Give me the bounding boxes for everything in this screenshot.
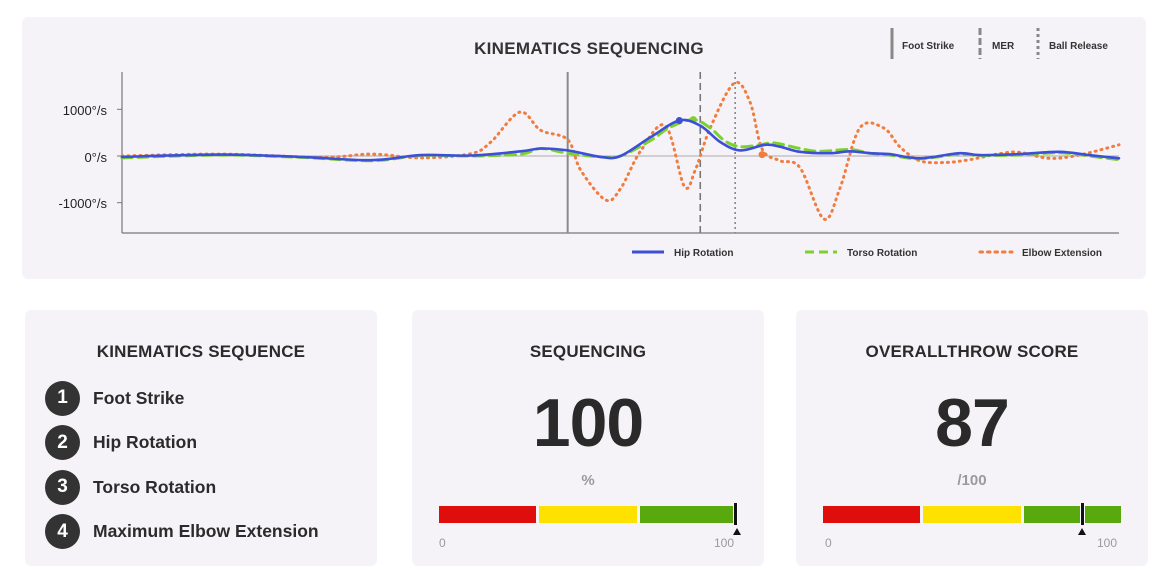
step-label: Hip Rotation <box>93 432 198 453</box>
sequence-item-elbow-extension: 4 Maximum Elbow Extension <box>45 510 319 555</box>
overall-throw-score-card: OVERALLTHROW SCORE 87 /100 0 100 <box>796 310 1148 566</box>
y-tick-label-0: 0°/s <box>84 150 107 165</box>
gauge-needle <box>1080 503 1086 525</box>
elbow-extension-legend-label: Elbow Extension <box>1022 248 1102 259</box>
kinematics-sequence-card: KINEMATICS SEQUENCE 1 Foot Strike 2 Hip … <box>25 310 377 566</box>
score-gauge <box>823 503 1121 535</box>
kinematics-chart-panel: KINEMATICS SEQUENCING Foot Strike MER Ba… <box>22 17 1146 279</box>
chart-title: KINEMATICS SEQUENCING <box>474 39 704 58</box>
mer-legend-label: MER <box>992 41 1015 52</box>
step-label: Foot Strike <box>93 387 185 408</box>
kinematics-chart: KINEMATICS SEQUENCING Foot Strike MER Ba… <box>58 28 1121 259</box>
gauge-max-label: 100 <box>714 536 735 550</box>
hip-rotation-series-line <box>120 118 1121 162</box>
gauge-min-label: 0 <box>439 536 446 550</box>
step-number-badge: 3 <box>45 469 80 505</box>
series-legend: Hip Rotation Torso Rotation Elbow Extens… <box>632 248 1102 259</box>
gauge-pointer-icon <box>733 528 741 535</box>
elbow-extension-marker-point <box>758 151 766 159</box>
sequencing-value: 100 <box>532 385 644 461</box>
ball-release-legend-label: Ball Release <box>1049 41 1108 52</box>
score-value: 87 <box>935 385 1010 461</box>
gauge-pointer-icon <box>1078 528 1087 535</box>
gauge-segment-red <box>823 506 921 523</box>
plot-area <box>117 72 1121 234</box>
gauge-segment-yellow <box>923 506 1021 523</box>
step-label: Maximum Elbow Extension <box>93 521 319 542</box>
sequence-item-hip-rotation: 2 Hip Rotation <box>45 421 319 466</box>
event-legend: Foot Strike MER Ball Release <box>890 28 1108 59</box>
foot-strike-legend-label: Foot Strike <box>902 41 955 52</box>
gauge-max-label: 100 <box>1097 536 1118 550</box>
sequence-list: 1 Foot Strike 2 Hip Rotation 3 Torso Rot… <box>45 376 319 554</box>
gauge-segment-green <box>1023 506 1121 523</box>
sequence-item-foot-strike: 1 Foot Strike <box>45 376 319 421</box>
gauge-segment-red <box>439 506 537 523</box>
y-tick-label-1000: 1000°/s <box>63 103 108 118</box>
gauge-segment-yellow <box>539 506 637 523</box>
gauge-min-label: 0 <box>825 536 832 550</box>
score-unit: /100 <box>957 472 987 489</box>
step-number-badge: 4 <box>45 514 80 550</box>
sequencing-card: SEQUENCING 100 % 0 100 <box>412 310 764 566</box>
score-card-title: OVERALLTHROW SCORE <box>865 342 1079 361</box>
y-tick-label-neg1000: -1000°/s <box>58 196 107 211</box>
hip-rotation-legend-label: Hip Rotation <box>674 248 733 259</box>
elbow-extension-series-line <box>120 80 1121 221</box>
gauge-segment-green <box>639 506 737 523</box>
sequencing-gauge <box>439 503 741 535</box>
sequence-card-title: KINEMATICS SEQUENCE <box>96 342 306 361</box>
sequencing-unit: % <box>581 472 595 489</box>
sequence-item-torso-rotation: 3 Torso Rotation <box>45 465 319 510</box>
gauge-needle <box>733 503 738 525</box>
step-number-badge: 2 <box>45 425 80 461</box>
step-number-badge: 1 <box>45 380 80 416</box>
step-label: Torso Rotation <box>93 476 217 497</box>
sequencing-card-title: SEQUENCING <box>529 342 647 361</box>
torso-rotation-legend-label: Torso Rotation <box>847 248 917 259</box>
hip-rotation-peak-point <box>675 117 683 125</box>
